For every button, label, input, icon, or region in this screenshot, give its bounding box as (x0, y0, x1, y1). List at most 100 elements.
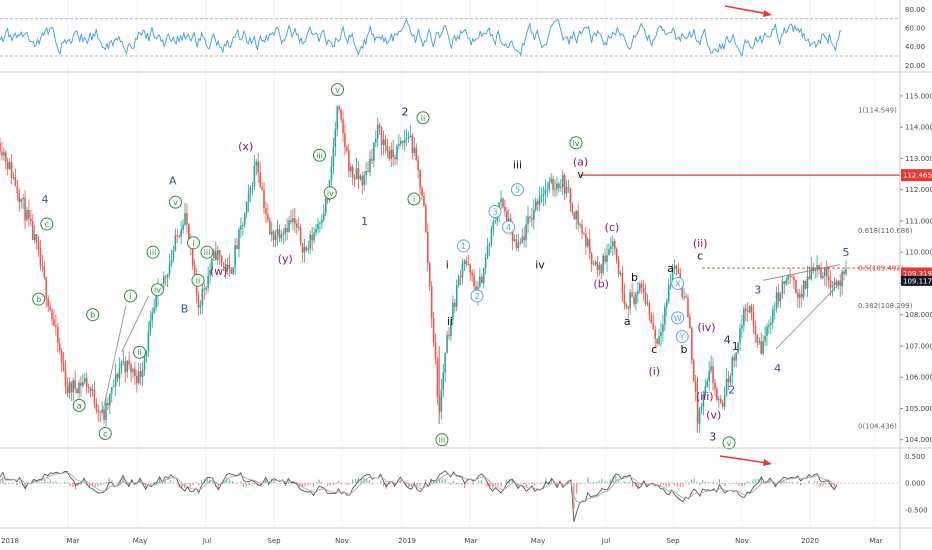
candle-body (374, 138, 377, 143)
candle-body (170, 259, 173, 265)
candle-body (236, 245, 238, 249)
candle-body (243, 213, 246, 225)
wave-label-circle (72, 398, 86, 412)
candle-body (791, 276, 793, 278)
wave-label: (iv) (697, 321, 715, 334)
macd-histogram-bar (478, 480, 480, 484)
candle-body (610, 246, 612, 249)
candle-body (203, 288, 206, 290)
wave-label-circle (569, 136, 583, 150)
candle-body (664, 306, 666, 325)
wave-label-circle (124, 289, 137, 303)
macd-histogram-bar (433, 481, 435, 484)
candle-body (808, 276, 811, 280)
candle-body (151, 312, 154, 321)
macd-histogram-bar (464, 483, 466, 489)
macd-histogram-bar (83, 481, 85, 484)
macd-histogram-bar (41, 481, 43, 484)
candle-body (563, 174, 566, 194)
candle-body (841, 271, 843, 287)
macd-histogram-bar (315, 482, 317, 484)
candle-body (612, 241, 614, 247)
x-axis-label: 2020 (801, 537, 819, 545)
wave-label: c (103, 429, 107, 438)
candle-body (357, 168, 360, 179)
macd-histogram-bar (452, 481, 455, 484)
candle-body (644, 292, 647, 304)
candle-body (822, 275, 824, 278)
macd-histogram-bar (181, 483, 183, 489)
macd-histogram-bar (282, 482, 284, 484)
macd-histogram-bar (713, 481, 715, 484)
candle-body (434, 342, 437, 360)
candle-body (617, 260, 620, 275)
macd-histogram-bar (55, 481, 57, 484)
macd-histogram-bar (450, 483, 452, 485)
wave-label: 3 (492, 208, 497, 217)
macd-histogram-bar (167, 482, 169, 484)
macd-histogram-bar (472, 483, 474, 485)
candle-body (764, 335, 766, 342)
wave-label: 4 (724, 334, 731, 347)
candle-body (392, 149, 394, 158)
macd-histogram-bar (245, 483, 247, 487)
macd-histogram-bar (153, 482, 155, 484)
candle-body (83, 378, 86, 382)
candle-body (97, 409, 100, 413)
wave-label: iii (316, 151, 323, 160)
candle-body (561, 174, 564, 188)
candle-body (226, 264, 229, 272)
candle-body (363, 174, 366, 186)
candle-body (292, 218, 294, 223)
candle-body (577, 211, 579, 225)
macd-arrow-head (763, 459, 772, 466)
current-price-label: 109.319 (903, 270, 932, 278)
candle-body (378, 124, 381, 129)
candle-body (257, 161, 260, 173)
candle-body (839, 280, 842, 287)
candle-body (201, 288, 204, 306)
candle-body (180, 229, 182, 237)
macd-histogram-bar (186, 483, 189, 484)
wave-label: 1 (361, 215, 368, 228)
macd-histogram-bar (58, 482, 60, 484)
wave-label-circle (488, 205, 502, 219)
macd-histogram-bar (665, 483, 667, 488)
macd-divergence-arrow (719, 455, 768, 464)
macd-histogram-bar (738, 483, 740, 486)
macd-histogram-bar (242, 483, 245, 487)
candle-body (480, 276, 483, 284)
candle-body (369, 158, 371, 172)
price-tick-label: 104.000 (905, 436, 932, 444)
candle-body (161, 283, 163, 285)
rsi-line (0, 18, 842, 57)
wave-label: v (173, 198, 178, 207)
price-tick-label: 107.000 (905, 342, 932, 350)
candle-body (182, 224, 184, 230)
candle-body (18, 193, 21, 203)
wave-label: 4 (774, 362, 781, 375)
candle-body (565, 187, 568, 194)
candle-body (802, 280, 805, 298)
candle-body (744, 308, 747, 311)
candle-body (833, 281, 836, 286)
macd-histogram-bar (240, 481, 242, 484)
macd-histogram-bar (534, 483, 536, 486)
macd-histogram-bar (774, 483, 777, 487)
macd-histogram-bar (114, 483, 116, 484)
wave-label: 3 (754, 284, 761, 297)
wave-label: X (675, 279, 681, 288)
macd-histogram-bar (24, 483, 26, 489)
x-axis-label: Mar (464, 537, 477, 545)
wave-label: b (90, 311, 95, 320)
candle-body (467, 264, 470, 266)
wave-label-circle (671, 311, 685, 325)
candle-body (517, 242, 520, 249)
candle-body (147, 332, 150, 352)
candle-body (47, 298, 49, 307)
macd-histogram-bar (758, 478, 760, 484)
macd-histogram-bar (346, 483, 348, 486)
macd-histogram-bar (466, 483, 469, 484)
macd-histogram-bar (637, 483, 639, 489)
